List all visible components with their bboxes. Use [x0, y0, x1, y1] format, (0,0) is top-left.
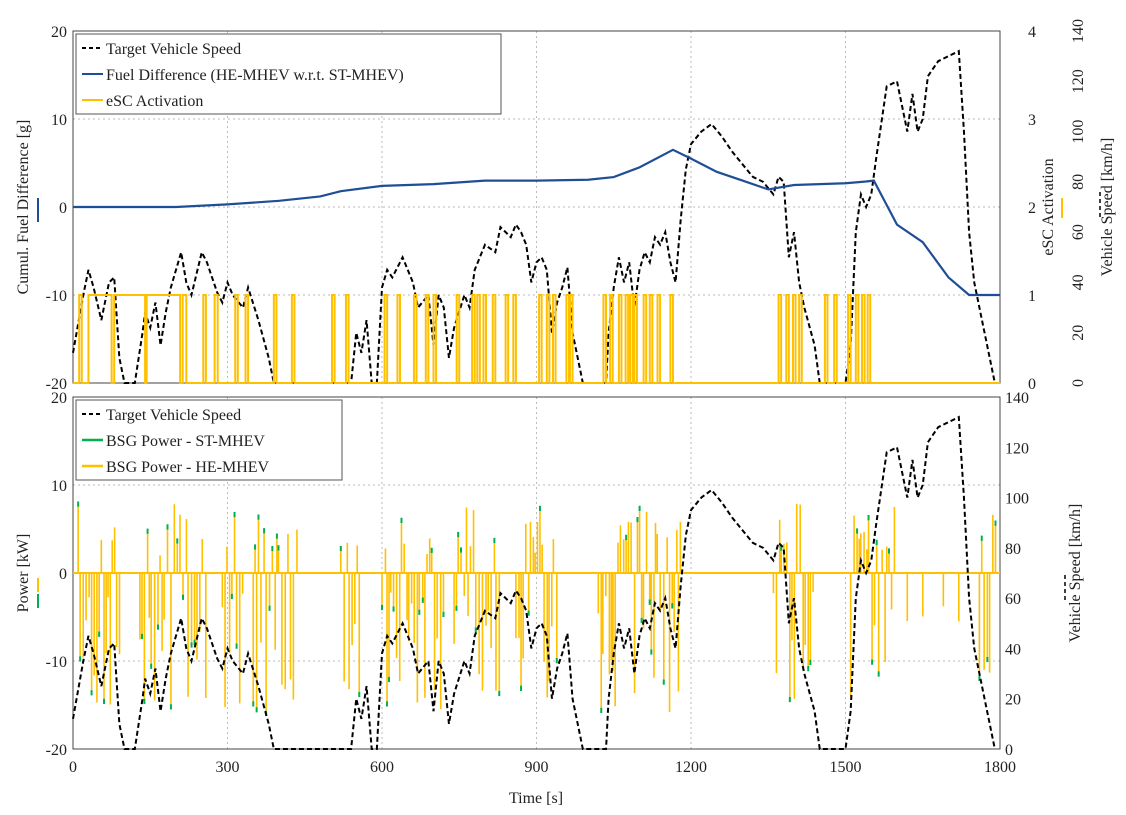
legend-label: Fuel Difference (HE-MHEV w.r.t. ST-MHEV): [106, 67, 404, 84]
x-tick-label: 0: [69, 759, 77, 776]
speed-tick-label: 0: [1070, 379, 1087, 387]
speed-tick-label: 40: [1005, 641, 1021, 658]
esc-tick-label: 2: [1028, 200, 1036, 217]
y-tick-label: 10: [51, 112, 67, 129]
fuel-difference-line: [73, 148, 1000, 297]
y-tick-label: -10: [46, 654, 67, 671]
speed-tick-label: 80: [1005, 541, 1021, 558]
x-tick-label: 1800: [984, 759, 1016, 776]
target-vehicle-speed-line: [72, 49, 996, 384]
bottom-speed-ticks: 0 20 40 60 80 100 120 140: [1005, 390, 1029, 759]
top-left-ticks: -20 -10 0 10 20: [46, 24, 67, 393]
x-ticks: 0 300 600 900 1200 1500 1800: [69, 759, 1016, 776]
top-fuel-line-group: [73, 148, 1000, 297]
speed-tick-label: 120: [1005, 440, 1029, 457]
speed-tick-label: 0: [1005, 742, 1013, 759]
speed-tick-label: 20: [1070, 325, 1087, 341]
bottom-speed-axis-label: Vehicle Speed [km/h]: [1067, 504, 1084, 643]
bottom-ylabel: Power [kW]: [15, 534, 32, 613]
x-tick-label: 1500: [830, 759, 862, 776]
top-speed-axis-label: Vehicle Speed [km/h]: [1099, 138, 1116, 277]
esc-tick-label: 1: [1028, 288, 1036, 305]
legend-label: BSG Power - ST-MHEV: [106, 433, 265, 450]
x-tick-label: 900: [525, 759, 549, 776]
speed-tick-label: 60: [1005, 591, 1021, 608]
top-speed-line-group: [72, 49, 996, 384]
bottom-speed-line-group: [72, 415, 996, 750]
y-tick-label: 0: [59, 200, 67, 217]
top-esc-pulses: [73, 294, 1000, 384]
y-tick-label: 0: [59, 566, 67, 583]
bottom-panel: -20 -10 0 10 20 0 20 40 60 80 100 120 140 0 300 600 90…: [15, 390, 1084, 776]
speed-tick-label: 40: [1070, 274, 1087, 290]
speed-tick-label: 100: [1005, 491, 1029, 508]
top-speed-ticks: 0 20 40 60 80 100 120 140: [1070, 19, 1087, 387]
speed-tick-label: 120: [1070, 69, 1087, 93]
x-tick-label: 1200: [675, 759, 707, 776]
speed-tick-label: 20: [1005, 692, 1021, 709]
bottom-left-ticks: -20 -10 0 10 20: [46, 390, 67, 759]
speed-tick-label: 140: [1070, 19, 1087, 43]
speed-tick-label: 100: [1070, 120, 1087, 144]
legend-label: Target Vehicle Speed: [106, 41, 241, 58]
top-esc-axis-label: eSC Activation: [1040, 158, 1057, 255]
speed-tick-label: 140: [1005, 390, 1029, 407]
x-axis-label: Time [s]: [509, 790, 563, 807]
x-tick-label: 600: [370, 759, 394, 776]
speed-tick-label: 60: [1070, 224, 1087, 240]
legend-label: BSG Power - HE-MHEV: [106, 459, 270, 476]
target-vehicle-speed-line: [72, 415, 996, 750]
legend-label: Target Vehicle Speed: [106, 407, 241, 424]
top-grid: [73, 31, 1000, 383]
x-tick-label: 300: [216, 759, 240, 776]
esc-tick-label: 4: [1028, 24, 1036, 41]
legend-label: eSC Activation: [106, 93, 203, 110]
top-panel: -20 -10 0 10 20 0 1 2 3 4 0 20 40 60 80 100 120 140 Cum…: [15, 19, 1116, 393]
y-tick-label: -10: [46, 288, 67, 305]
esc-tick-label: 3: [1028, 112, 1036, 129]
esc-activation-line: [73, 294, 1000, 384]
esc-tick-label: 0: [1028, 376, 1036, 393]
y-tick-label: -20: [46, 742, 67, 759]
top-legend: Target Vehicle Speed Fuel Difference (HE…: [75, 33, 502, 115]
bottom-legend: Target Vehicle Speed BSG Power - ST-MHEV…: [75, 399, 343, 481]
y-tick-label: 20: [51, 390, 67, 407]
y-tick-label: -20: [46, 376, 67, 393]
speed-tick-label: 80: [1070, 174, 1087, 190]
top-ylabel: Cumul. Fuel Difference [g]: [15, 120, 32, 295]
y-tick-label: 10: [51, 478, 67, 495]
y-tick-label: 20: [51, 24, 67, 41]
top-esc-ticks: 0 1 2 3 4: [1028, 24, 1036, 393]
